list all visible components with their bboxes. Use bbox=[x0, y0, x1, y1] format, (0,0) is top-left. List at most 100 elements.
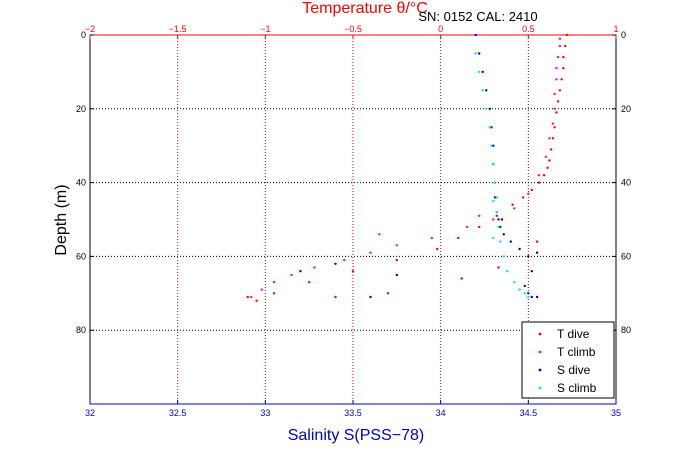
salinity-tick-label: 34 bbox=[436, 408, 446, 418]
data-points bbox=[246, 33, 569, 302]
t-dive-point bbox=[495, 214, 498, 217]
t-dive-point bbox=[537, 181, 541, 184]
s-climb-point bbox=[481, 89, 484, 92]
s-dive-point bbox=[530, 295, 533, 299]
t-dive-point bbox=[521, 196, 525, 199]
t-climb-point bbox=[313, 266, 316, 269]
t-dive-point bbox=[565, 33, 569, 37]
depth-tick-label-right: 80 bbox=[621, 325, 631, 335]
t-dive-point bbox=[246, 295, 249, 299]
t-climb-point bbox=[465, 225, 469, 229]
s-dive-point bbox=[395, 273, 398, 277]
serial-calibration-label: SN: 0152 CAL: 2410 bbox=[418, 9, 537, 24]
t-dive-point bbox=[542, 174, 546, 177]
t-dive-point bbox=[478, 225, 481, 229]
s-climb-point bbox=[495, 196, 498, 199]
t-dive-point bbox=[460, 277, 463, 280]
s-dive-point bbox=[492, 144, 495, 147]
t-dive-point bbox=[546, 166, 549, 169]
s-dive-point bbox=[509, 240, 512, 243]
s-dive-point bbox=[490, 126, 493, 129]
t-dive-point bbox=[457, 236, 460, 240]
t-climb-point bbox=[272, 281, 276, 284]
t-dive-point bbox=[553, 126, 556, 129]
s-dive-point bbox=[527, 255, 530, 258]
t-dive-point bbox=[555, 111, 558, 114]
t-dive-point bbox=[562, 55, 565, 59]
y-axis-label: Depth (m) bbox=[53, 184, 70, 255]
t-climb-point bbox=[478, 214, 481, 217]
s-climb-point bbox=[497, 225, 500, 229]
t-dive-point bbox=[558, 89, 562, 92]
t-climb-point bbox=[551, 122, 555, 125]
temperature-tick-label: 0 bbox=[438, 24, 443, 34]
t-climb-point bbox=[555, 67, 558, 70]
t-dive-point bbox=[255, 299, 258, 302]
t-climb-point bbox=[555, 78, 558, 81]
s-climb-point bbox=[492, 199, 495, 203]
bottom-axis-label: Salinity S(PSS−78) bbox=[288, 427, 425, 444]
t-dive-point bbox=[351, 270, 355, 273]
s-dive-point bbox=[535, 251, 539, 254]
s-dive-point bbox=[474, 33, 477, 37]
s-climb-point bbox=[495, 210, 498, 214]
legend-box bbox=[521, 321, 615, 399]
legend-label-s-climb: S climb bbox=[557, 381, 597, 395]
s-climb-point bbox=[478, 70, 481, 74]
s-climb-point bbox=[488, 126, 491, 129]
depth-tick-label-left: 40 bbox=[76, 178, 86, 188]
t-dive-point bbox=[551, 137, 555, 140]
salinity-tick-label: 33.5 bbox=[344, 408, 362, 418]
salinity-tick-label: 32.5 bbox=[169, 408, 187, 418]
depth-tick-label-left: 20 bbox=[76, 104, 86, 114]
t-climb-point bbox=[527, 192, 530, 195]
legend-marker-s-climb bbox=[538, 386, 542, 390]
s-climb-point bbox=[485, 107, 488, 111]
t-dive-point bbox=[386, 292, 390, 295]
t-climb-point bbox=[395, 244, 398, 247]
s-climb-point bbox=[527, 295, 530, 299]
t-climb-point bbox=[290, 273, 293, 277]
s-climb-point bbox=[474, 52, 477, 55]
s-dive-point bbox=[478, 52, 481, 55]
t-climb-point bbox=[556, 55, 560, 59]
t-dive-point bbox=[535, 240, 539, 243]
t-dive-point bbox=[556, 100, 560, 103]
s-dive-point bbox=[502, 233, 505, 236]
temperature-tick-label: 1 bbox=[613, 24, 618, 34]
legend-label-s-dive: S dive bbox=[557, 363, 591, 377]
top-axis-label: Temperature θ/°C bbox=[302, 0, 428, 17]
t-dive-point bbox=[530, 188, 533, 192]
t-dive-point bbox=[562, 67, 565, 70]
s-dive-point bbox=[299, 270, 302, 273]
t-dive-point bbox=[334, 295, 337, 299]
t-climb-point bbox=[430, 236, 434, 240]
depth-tick-label-left: 60 bbox=[76, 251, 86, 261]
legend: T dive T climb S dive S climb bbox=[521, 321, 615, 399]
depth-tick-label-left: 80 bbox=[76, 325, 86, 335]
s-climb-point bbox=[492, 163, 495, 166]
t-dive-point bbox=[308, 281, 311, 284]
s-climb-point bbox=[499, 240, 502, 243]
t-dive-point bbox=[560, 78, 563, 81]
t-dive-point bbox=[548, 159, 551, 162]
t-climb-point bbox=[558, 37, 562, 40]
temperature-tick-label: −1.5 bbox=[169, 24, 187, 34]
t-climb-point bbox=[537, 174, 541, 177]
temperature-tick-label: −1 bbox=[260, 24, 270, 34]
s-dive-point bbox=[369, 295, 372, 299]
s-dive-point bbox=[485, 89, 488, 92]
salinity-tick-label: 33 bbox=[260, 408, 270, 418]
s-dive-point bbox=[488, 107, 491, 111]
s-dive-point bbox=[535, 295, 539, 299]
s-dive-point bbox=[493, 196, 497, 199]
t-climb-point bbox=[548, 137, 551, 140]
s-climb-point bbox=[506, 270, 509, 273]
t-climb-point bbox=[558, 44, 562, 48]
t-dive-point bbox=[395, 258, 398, 262]
t-climb-point bbox=[553, 107, 556, 111]
depth-tick-label-left: 0 bbox=[81, 30, 86, 40]
temperature-tick-label: −0.5 bbox=[344, 24, 362, 34]
salinity-tick-label: 32 bbox=[85, 408, 95, 418]
